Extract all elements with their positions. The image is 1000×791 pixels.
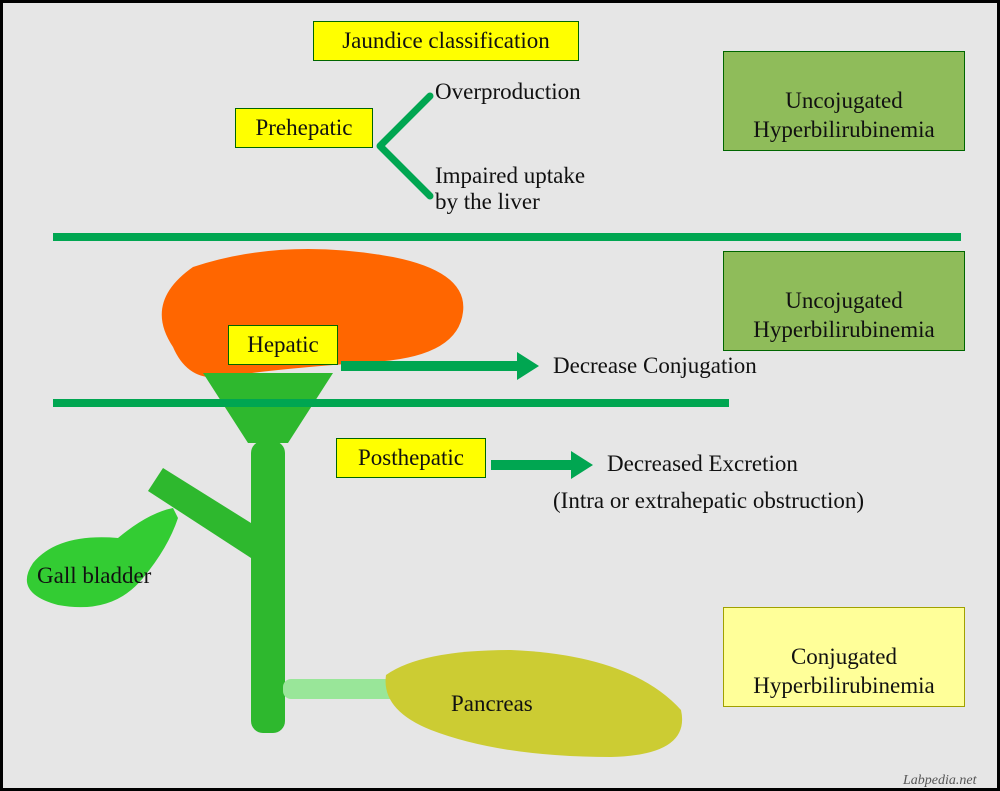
unconjugated-box-1: Uncojugated Hyperbilirubinemia bbox=[723, 51, 965, 151]
diagram-canvas: Jaundice classification Prehepatic Hepat… bbox=[0, 0, 1000, 791]
arrow-posthepatic bbox=[491, 460, 573, 470]
prehepatic-label: Prehepatic bbox=[255, 115, 352, 140]
divider-1 bbox=[53, 233, 961, 241]
impaired-text: Impaired uptake by the liver bbox=[435, 163, 585, 215]
decreased-excretion-text: Decreased Excretion bbox=[607, 451, 798, 477]
pancreas-shape bbox=[381, 645, 691, 765]
hepatic-box: Hepatic bbox=[228, 325, 338, 365]
divider-2 bbox=[53, 399, 729, 407]
unconjugated-box-2: Uncojugated Hyperbilirubinemia bbox=[723, 251, 965, 351]
posthepatic-box: Posthepatic bbox=[336, 438, 486, 478]
unconjugated-text-2: Uncojugated Hyperbilirubinemia bbox=[753, 288, 934, 342]
arrow-hepatic-head bbox=[517, 352, 539, 380]
conjugated-box: Conjugated Hyperbilirubinemia bbox=[723, 607, 965, 707]
title-text: Jaundice classification bbox=[342, 28, 550, 53]
prehepatic-bracket bbox=[375, 91, 435, 201]
prehepatic-box: Prehepatic bbox=[235, 108, 373, 148]
posthepatic-label: Posthepatic bbox=[358, 445, 464, 470]
title-box: Jaundice classification bbox=[313, 21, 579, 61]
gallbladder-label: Gall bladder bbox=[37, 563, 151, 589]
unconjugated-text-1: Uncojugated Hyperbilirubinemia bbox=[753, 88, 934, 142]
pancreas-label: Pancreas bbox=[451, 691, 533, 717]
hepatic-label: Hepatic bbox=[247, 332, 319, 357]
watermark-text: Labpedia.net bbox=[903, 773, 977, 789]
gallbladder-shape bbox=[18, 503, 188, 613]
arrow-hepatic bbox=[341, 361, 519, 371]
decrease-conjugation-text: Decrease Conjugation bbox=[553, 353, 757, 379]
arrow-posthepatic-head bbox=[571, 451, 593, 479]
overproduction-text: Overproduction bbox=[435, 79, 581, 105]
obstruction-text: (Intra or extrahepatic obstruction) bbox=[553, 488, 864, 514]
conjugated-text: Conjugated Hyperbilirubinemia bbox=[753, 644, 934, 698]
